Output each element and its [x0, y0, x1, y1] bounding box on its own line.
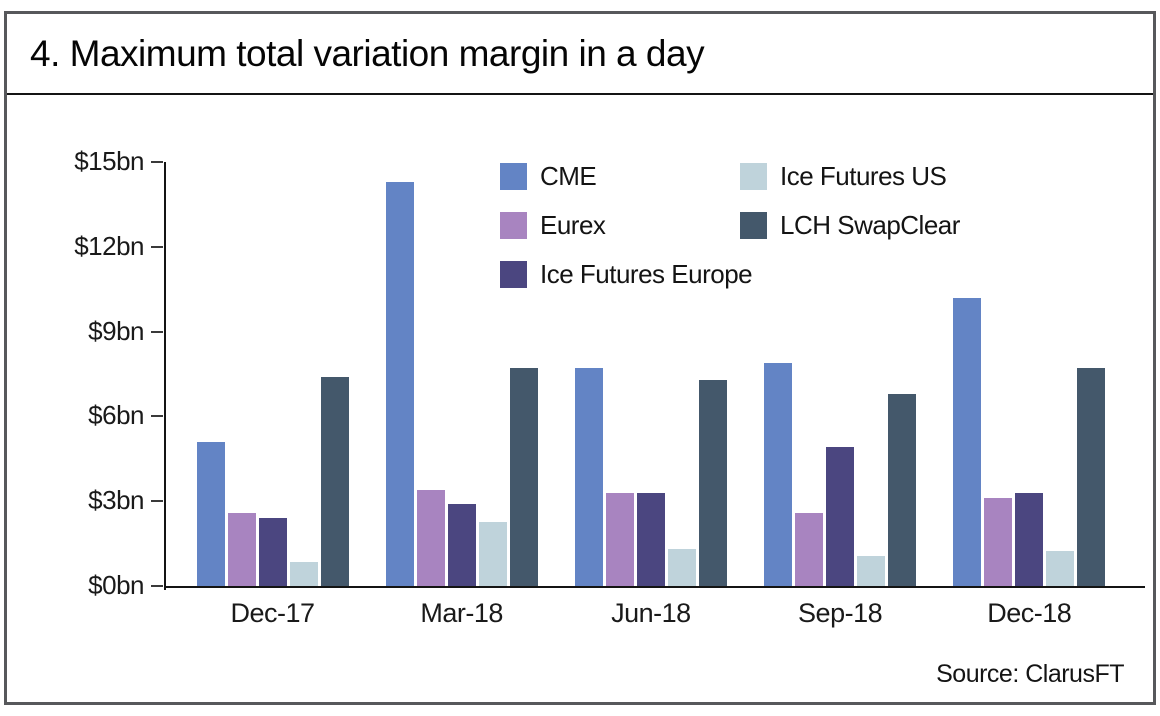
bar-eurex [984, 498, 1013, 586]
y-axis-tick-label: $15bn [74, 146, 144, 176]
y-axis-tick [151, 245, 163, 248]
legend-column: CME Eurex Ice Futures Europe [500, 161, 753, 290]
legend-swatch [500, 212, 527, 239]
x-axis-category-label: Dec-17 [230, 598, 315, 628]
legend-column: Ice Futures US LCH SwapClear [740, 161, 960, 241]
bar-cme [574, 368, 603, 586]
bar-cme [196, 441, 225, 586]
bar-lch-swapclear [1077, 368, 1106, 586]
x-axis-category-label: Jun-18 [611, 598, 691, 628]
y-axis-tick [151, 500, 163, 503]
legend-item-cme: CME [500, 161, 752, 192]
legend-item-ice-futures-europe: Ice Futures Europe [500, 259, 753, 290]
legend-label: Ice Futures Europe [540, 259, 753, 289]
y-axis-tick [151, 161, 163, 163]
y-axis-tick [151, 585, 163, 587]
y-axis-tick-label: $6bn [88, 400, 144, 431]
legend-item-lch-swapclear: LCH SwapClear [740, 210, 960, 241]
legend-item-eurex: Eurex [500, 210, 752, 241]
bar-eurex [605, 492, 634, 586]
x-axis-category-label: Dec-18 [987, 598, 1072, 628]
bar-ice-futures-europe [447, 504, 476, 586]
source-note: Source: ClarusFT [936, 660, 1124, 688]
bar-eurex [227, 512, 256, 586]
x-axis-category-label: Sep-18 [798, 598, 883, 628]
bar-lch-swapclear [509, 368, 538, 586]
bar-ice-futures-us [1046, 550, 1075, 586]
legend-swatch [500, 261, 527, 288]
bar-lch-swapclear [698, 379, 727, 586]
x-axis-category-label: Mar-18 [420, 598, 503, 628]
chart-title: 4. Maximum total variation margin in a d… [30, 33, 705, 74]
y-axis-tick-label: $0bn [88, 570, 144, 600]
legend-label: Ice Futures US [780, 161, 947, 191]
bar-ice-futures-europe [636, 492, 665, 586]
legend-label: Eurex [540, 210, 606, 240]
bar-ice-futures-europe [258, 518, 287, 586]
bar-cme [953, 297, 982, 586]
bar-lch-swapclear [888, 393, 917, 586]
y-axis-tick-label: $9bn [88, 315, 144, 346]
bar-cme [385, 181, 414, 586]
legend-label: CME [540, 161, 597, 191]
bar-ice-futures-us [478, 522, 507, 586]
y-axis-tick-label: $3bn [88, 485, 144, 516]
bar-ice-futures-us [289, 561, 318, 586]
legend-label: LCH SwapClear [780, 210, 960, 240]
bar-eurex [416, 489, 445, 586]
bar-lch-swapclear [320, 376, 349, 586]
title-divider [7, 93, 1153, 95]
bar-cme [764, 362, 793, 586]
y-axis-tick [151, 415, 163, 418]
legend-swatch [740, 163, 767, 190]
bar-ice-futures-europe [1015, 492, 1044, 586]
bar-ice-futures-us [667, 549, 696, 586]
legend-swatch [740, 212, 767, 239]
y-axis-line [164, 162, 166, 590]
y-axis-tick [151, 330, 163, 333]
x-axis-line [164, 586, 1145, 588]
y-axis-tick-label: $12bn [74, 230, 144, 261]
bar-ice-futures-us [857, 556, 886, 586]
legend-swatch [500, 163, 527, 190]
legend-item-ice-futures-us: Ice Futures US [740, 161, 960, 192]
bar-eurex [795, 512, 824, 586]
bar-ice-futures-europe [826, 447, 855, 586]
